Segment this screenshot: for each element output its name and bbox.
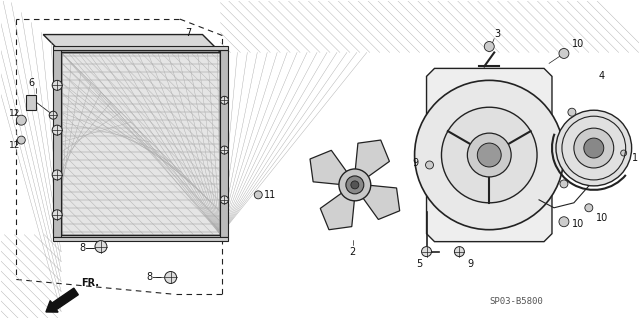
Circle shape [52,80,62,90]
Circle shape [95,241,107,253]
Circle shape [426,161,433,169]
Text: 8—: 8— [79,243,95,253]
Circle shape [422,247,431,256]
Circle shape [415,80,564,230]
Circle shape [52,170,62,180]
Polygon shape [426,68,552,241]
Text: 1: 1 [632,153,638,163]
Polygon shape [362,185,400,219]
Text: 5: 5 [417,258,423,269]
Circle shape [339,169,371,201]
Circle shape [351,181,359,189]
Circle shape [164,271,177,284]
Circle shape [17,136,26,144]
Polygon shape [53,237,228,241]
Polygon shape [220,50,228,237]
Text: 10: 10 [572,219,584,229]
Polygon shape [61,52,220,235]
Polygon shape [53,47,228,50]
Text: 7: 7 [186,27,192,38]
Circle shape [254,191,262,199]
Circle shape [346,176,364,194]
Text: 12: 12 [10,109,20,118]
Polygon shape [310,150,348,185]
Circle shape [52,125,62,135]
Circle shape [17,115,26,125]
Circle shape [585,204,593,212]
Text: 9: 9 [413,158,419,168]
Circle shape [49,111,57,119]
Text: 2: 2 [349,247,356,256]
Text: 6: 6 [28,78,35,88]
Text: 12: 12 [10,141,20,150]
Circle shape [52,210,62,220]
Text: 4: 4 [599,71,605,81]
Polygon shape [355,140,389,178]
Circle shape [220,196,228,204]
Circle shape [467,133,511,177]
Polygon shape [320,192,355,230]
Text: 9: 9 [467,258,474,269]
FancyArrow shape [46,288,78,312]
Circle shape [621,150,627,156]
Circle shape [559,217,569,227]
Circle shape [559,48,569,58]
Circle shape [454,247,465,256]
Circle shape [442,107,537,203]
Text: 11: 11 [264,190,276,200]
Circle shape [584,138,604,158]
Text: 3: 3 [494,29,500,39]
Circle shape [220,96,228,104]
Text: 10: 10 [572,39,584,48]
Polygon shape [44,34,220,52]
Polygon shape [53,50,61,237]
Text: 8—: 8— [147,272,163,283]
Circle shape [560,180,568,188]
Text: 10: 10 [596,213,608,223]
Text: FR.: FR. [81,278,99,288]
Circle shape [568,108,576,116]
Text: SP03-B5800: SP03-B5800 [489,297,543,306]
Circle shape [574,128,614,168]
Circle shape [556,110,632,186]
Polygon shape [26,95,36,110]
Circle shape [220,146,228,154]
Circle shape [484,41,494,51]
Circle shape [477,143,501,167]
